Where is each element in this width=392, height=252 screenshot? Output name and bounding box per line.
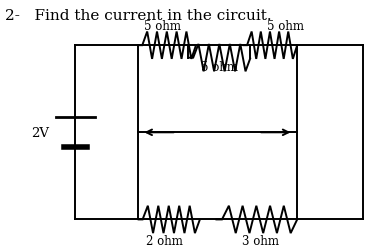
Text: 5 ohm: 5 ohm [144, 19, 181, 32]
Text: 5 ohm: 5 ohm [201, 61, 238, 74]
Text: 2-   Find the current in the circuit.: 2- Find the current in the circuit. [5, 9, 272, 23]
Text: 2 ohm: 2 ohm [147, 234, 183, 247]
Text: 3 ohm: 3 ohm [242, 234, 279, 247]
Text: 5 ohm: 5 ohm [267, 19, 304, 32]
Text: 2V: 2V [31, 126, 49, 139]
